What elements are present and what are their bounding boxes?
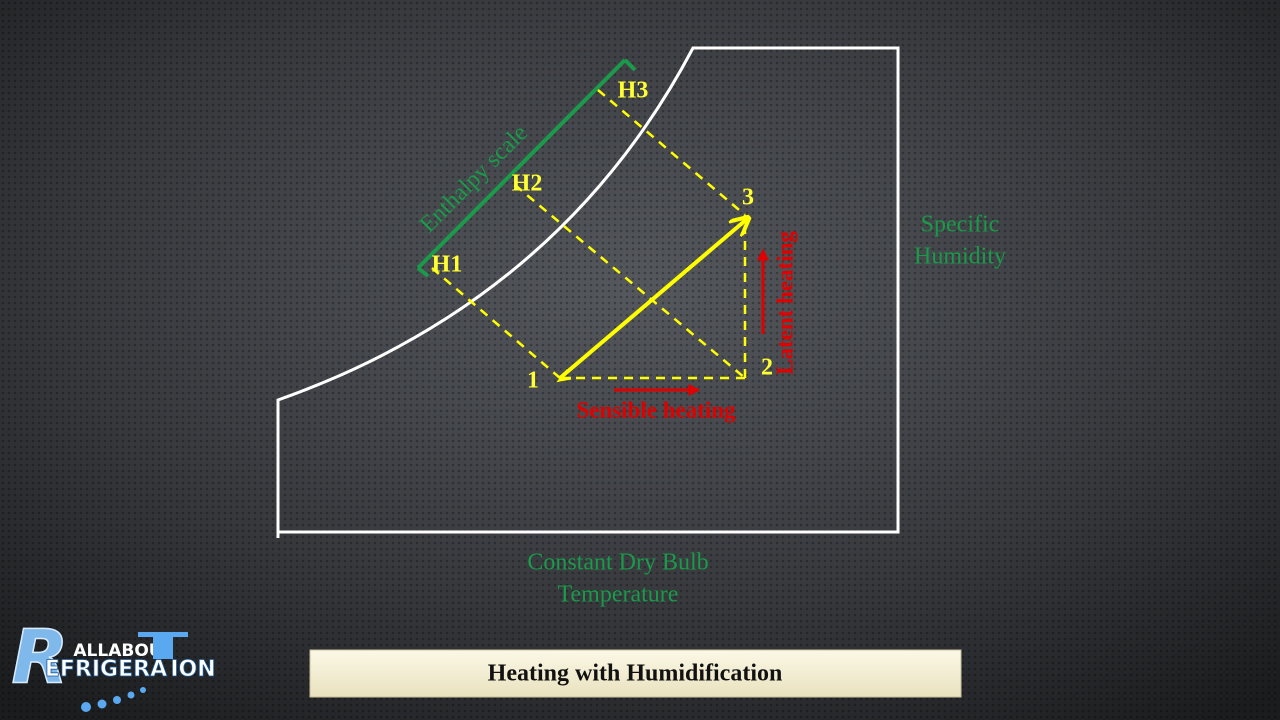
latent-label: Latent heating [772,231,797,375]
logo-dot [81,702,91,712]
construction-lines [431,89,747,380]
logo-word: EFRIGERA [45,657,167,682]
logo-bar [153,637,173,659]
sensible-label: Sensible heating [576,397,736,422]
x-axis-label: Constant Dry Bulb [527,550,708,576]
y-axis-label: Humidity [914,244,1006,270]
enthalpy-scale-line [416,58,637,278]
logo-initial: R [12,615,69,701]
process-arrow [558,219,747,380]
h2-label: H2 [512,171,543,197]
title: Heating with Humidification [488,661,783,687]
arrow-tail [556,369,572,383]
point-label: 3 [742,185,754,211]
title-box [309,649,962,698]
chart-outline [276,46,900,538]
logo-dot [97,699,107,709]
logo-dot [127,691,135,699]
logo-bar [138,632,188,637]
logo: R ALLABOU EFRIGERA ION [11,614,216,712]
point-label: 1 [527,368,539,394]
x-axis-label: Temperature [558,582,679,608]
point-label: 2 [761,355,773,381]
h3-label: H3 [618,78,649,104]
logo-dot [113,696,121,704]
logo-top: ALLABOU [73,641,162,661]
logo-word: ION [170,657,215,682]
y-axis-label: Specific [921,212,1000,238]
logo-dot [140,687,146,693]
h1-label: H1 [432,252,463,278]
